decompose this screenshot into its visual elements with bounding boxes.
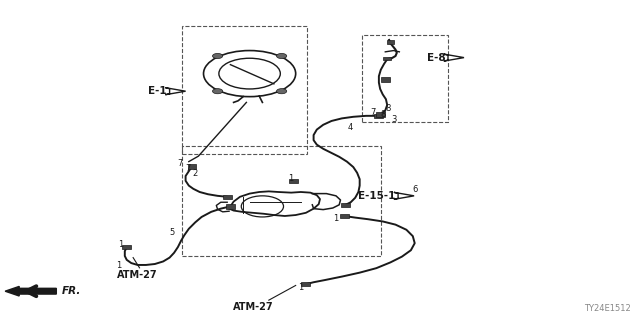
Circle shape xyxy=(212,53,223,59)
Bar xyxy=(376,112,385,117)
Text: E-1: E-1 xyxy=(148,86,166,96)
Polygon shape xyxy=(444,54,464,61)
Text: 8: 8 xyxy=(386,104,391,113)
Text: 1: 1 xyxy=(118,240,123,249)
Text: FR.: FR. xyxy=(61,286,81,296)
Bar xyxy=(301,282,310,286)
Text: 1: 1 xyxy=(333,214,339,223)
Bar xyxy=(387,40,394,44)
Text: 7: 7 xyxy=(186,164,191,173)
Text: TY24E1512: TY24E1512 xyxy=(584,304,630,313)
Text: 1: 1 xyxy=(288,174,293,183)
Text: 1: 1 xyxy=(116,261,121,270)
Bar xyxy=(381,77,390,82)
Circle shape xyxy=(212,89,223,94)
Text: 3: 3 xyxy=(391,115,396,124)
Text: 7: 7 xyxy=(178,159,183,168)
Bar xyxy=(182,26,307,154)
Bar xyxy=(223,195,232,199)
Bar xyxy=(182,146,381,256)
Text: 7: 7 xyxy=(371,108,376,117)
Bar xyxy=(362,35,448,122)
Text: ATM-27: ATM-27 xyxy=(117,270,158,280)
Bar xyxy=(383,57,391,60)
Bar xyxy=(226,204,235,209)
Circle shape xyxy=(276,89,287,94)
Bar xyxy=(122,245,131,249)
Text: E-8: E-8 xyxy=(427,52,445,63)
Bar xyxy=(340,214,349,218)
Text: 1: 1 xyxy=(298,283,303,292)
Text: 2: 2 xyxy=(193,169,198,178)
Text: ATM-27: ATM-27 xyxy=(232,302,273,312)
Bar xyxy=(374,114,383,118)
Polygon shape xyxy=(165,88,186,95)
Text: 5: 5 xyxy=(169,228,174,237)
Text: 6: 6 xyxy=(412,185,417,194)
Text: 8: 8 xyxy=(380,110,385,119)
Bar xyxy=(289,179,298,183)
Text: E-15-1: E-15-1 xyxy=(358,191,396,201)
Bar xyxy=(188,164,196,169)
Text: 4: 4 xyxy=(348,124,353,132)
Polygon shape xyxy=(394,192,414,199)
FancyArrow shape xyxy=(5,286,56,296)
Bar xyxy=(341,203,350,207)
Circle shape xyxy=(276,53,287,59)
